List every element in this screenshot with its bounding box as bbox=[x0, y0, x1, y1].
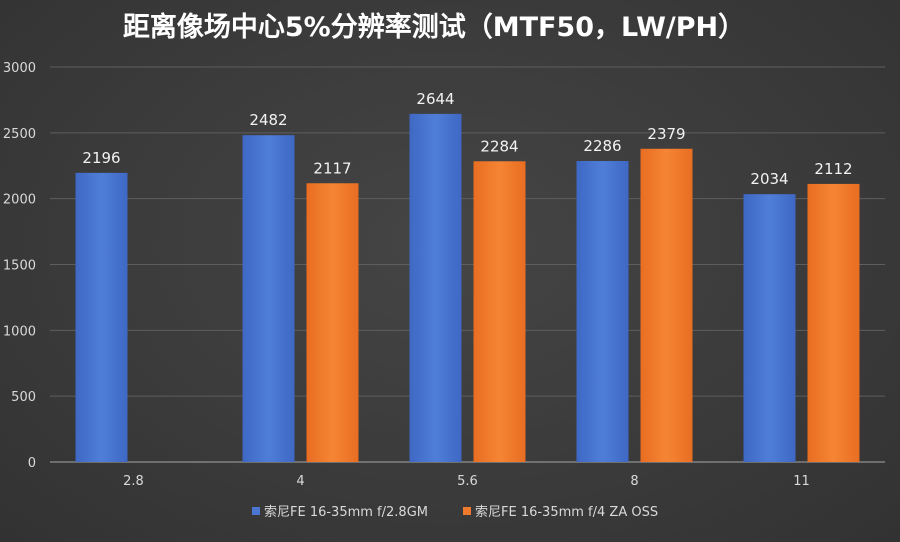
data-label: 2196 bbox=[82, 149, 120, 167]
x-tick-label: 2.8 bbox=[123, 474, 144, 489]
bar-series-1 bbox=[743, 194, 796, 462]
bar-series-2 bbox=[473, 161, 526, 463]
y-axis-ticks: 0 500 1000 1500 2000 2500 3000 bbox=[3, 61, 36, 471]
data-label: 2117 bbox=[313, 159, 351, 177]
data-label: 2379 bbox=[647, 125, 685, 143]
data-label: 2482 bbox=[249, 111, 287, 129]
data-label: 2284 bbox=[480, 137, 518, 155]
legend-label-series-1: 索尼FE 16-35mm f/2.8GM bbox=[264, 505, 428, 520]
y-tick-label: 3000 bbox=[3, 61, 36, 76]
legend-label-series-2: 索尼FE 16-35mm f/4 ZA OSS bbox=[475, 505, 658, 520]
y-tick-label: 0 bbox=[28, 456, 36, 471]
bar-series-2 bbox=[807, 183, 860, 463]
x-axis-ticks: 2.8 4 5.6 8 11 bbox=[123, 474, 810, 489]
data-label: 2112 bbox=[814, 160, 852, 178]
x-tick-label: 11 bbox=[793, 474, 810, 489]
bar-series-1 bbox=[75, 172, 128, 463]
chart-title: 距离像场中心5%分辨率测试（MTF50，LW/PH） bbox=[123, 11, 745, 43]
x-tick-label: 5.6 bbox=[457, 474, 478, 489]
legend: 索尼FE 16-35mm f/2.8GM 索尼FE 16-35mm f/4 ZA … bbox=[252, 505, 658, 520]
legend-swatch-series-1 bbox=[252, 507, 260, 515]
y-tick-label: 2500 bbox=[3, 127, 36, 142]
bar-series-1 bbox=[576, 161, 629, 462]
y-tick-label: 1000 bbox=[3, 324, 36, 339]
y-tick-label: 2000 bbox=[3, 193, 36, 208]
bar-series-1 bbox=[409, 113, 462, 462]
y-tick-label: 500 bbox=[11, 390, 36, 405]
legend-swatch-series-2 bbox=[463, 507, 471, 515]
y-tick-label: 1500 bbox=[3, 259, 36, 274]
data-label: 2286 bbox=[583, 137, 621, 155]
data-label: 2644 bbox=[416, 90, 454, 108]
bars bbox=[75, 113, 860, 463]
bar-series-2 bbox=[640, 148, 693, 462]
bar-series-1 bbox=[242, 135, 295, 462]
x-tick-label: 8 bbox=[630, 474, 638, 489]
gridlines bbox=[50, 66, 885, 463]
bar-series-2 bbox=[306, 183, 359, 463]
x-tick-label: 4 bbox=[296, 474, 304, 489]
data-labels: 2196 2482 2117 2644 2284 2286 2379 2034 2112 bbox=[82, 90, 852, 188]
data-label: 2034 bbox=[750, 170, 788, 188]
